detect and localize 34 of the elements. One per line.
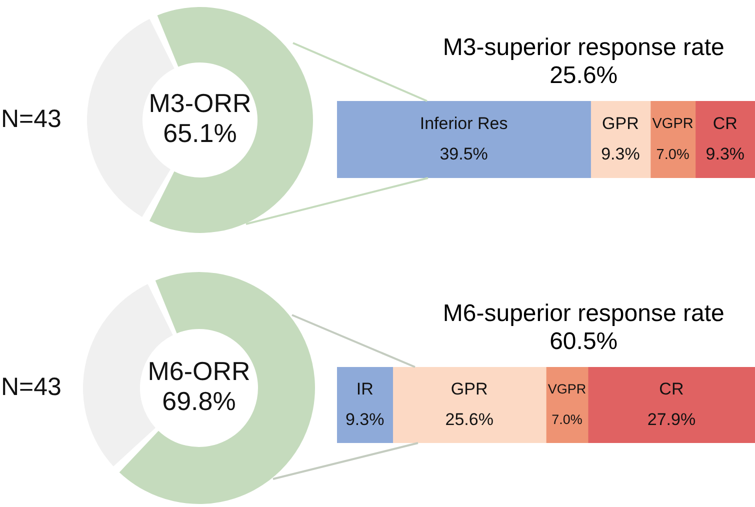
bar <box>392 367 546 443</box>
bar <box>337 101 591 178</box>
series-label: CR <box>712 114 738 133</box>
text: M6-ORR <box>148 356 250 386</box>
series-label: IR <box>356 379 374 398</box>
text: M3-ORR <box>148 88 252 118</box>
series-label: Inferior Res <box>420 114 508 133</box>
bar <box>650 101 696 178</box>
chart-title: M3-superior response rate <box>442 34 724 61</box>
series-label: GPR <box>450 379 488 398</box>
data-label: 39.5% <box>440 144 488 164</box>
chart-subtitle: 25.6% <box>550 62 618 89</box>
series-label: VGPR <box>652 116 694 132</box>
data-label: 9.3% <box>706 144 745 164</box>
bar <box>546 367 588 443</box>
chart-title: M6-superior response rate <box>442 300 724 327</box>
series-label: GPR <box>602 114 639 133</box>
text: 65.1% <box>163 118 237 148</box>
data-label: 25.6% <box>445 410 494 429</box>
data-label: 9.3% <box>601 144 640 164</box>
series-label: CR <box>659 379 684 398</box>
data-label: 7.0% <box>656 146 690 163</box>
bar <box>590 101 651 178</box>
bar <box>337 367 394 443</box>
data-label: 7.0% <box>552 412 582 427</box>
chart-subtitle: 60.5% <box>550 328 618 355</box>
data-label: 27.9% <box>647 410 696 429</box>
text: N=43 <box>1 372 62 401</box>
bar <box>694 101 755 178</box>
bar <box>588 367 755 443</box>
text: 69.8% <box>162 386 236 416</box>
text: N=43 <box>1 104 62 133</box>
series-label: VGPR <box>548 382 586 397</box>
data-label: 9.3% <box>345 410 384 429</box>
